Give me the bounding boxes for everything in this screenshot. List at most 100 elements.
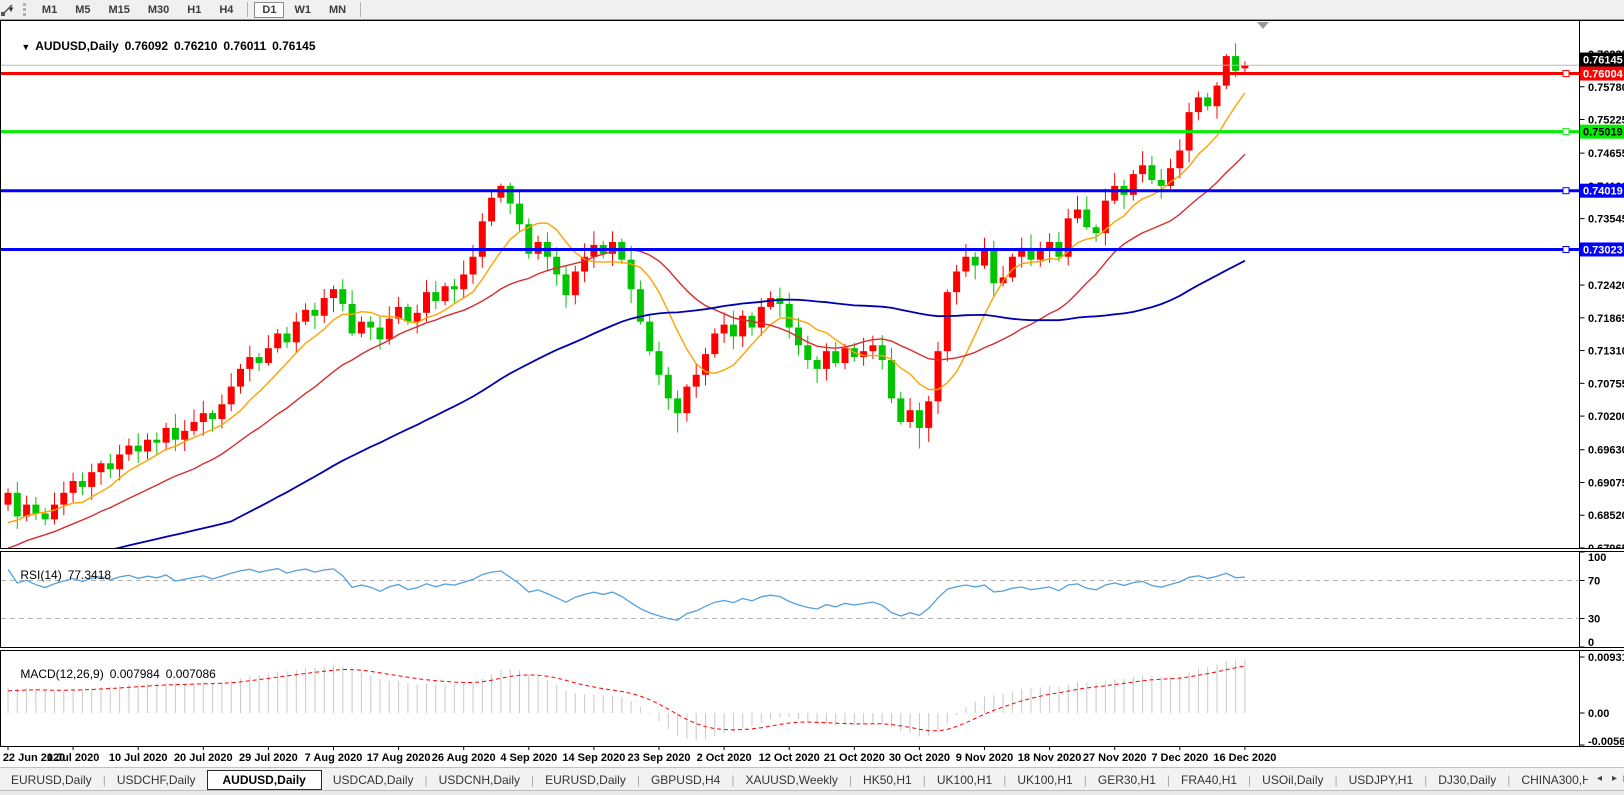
tab-separator: |: [1507, 772, 1511, 787]
tab-uk100-h1[interactable]: UK100,H1: [936, 772, 993, 787]
tab-separator: |: [1083, 772, 1087, 787]
svg-text:30: 30: [1588, 614, 1600, 626]
tab-eurusd-daily[interactable]: EURUSD,Daily: [11, 772, 92, 787]
date-label: 10 Jul 2020: [109, 752, 168, 764]
svg-text:0.75780: 0.75780: [1588, 82, 1624, 94]
date-label: 12 Oct 2020: [759, 752, 820, 764]
horizontal-lines[interactable]: [1, 70, 1579, 253]
tab-usdchf-daily[interactable]: USDCHF,Daily: [116, 772, 196, 787]
svg-text:0.69075: 0.69075: [1588, 477, 1624, 489]
tab-usdcnh-daily[interactable]: USDCNH,Daily: [438, 772, 521, 787]
tab-ger30-h1[interactable]: GER30,H1: [1097, 772, 1156, 787]
tab-separator: |: [922, 772, 926, 787]
timeframe-button-m1[interactable]: M1: [41, 3, 58, 16]
date-label: 20 Jul 2020: [174, 752, 233, 764]
tab-hk50-h1[interactable]: HK50,H1: [863, 772, 912, 787]
rsi-panel-canvas[interactable]: 100 70 30 0: [0, 551, 1624, 648]
toolbar-separator: [360, 2, 362, 17]
svg-text:0.76145: 0.76145: [1583, 55, 1623, 67]
timeframe-button-h1[interactable]: H1: [187, 3, 202, 16]
date-label: 7 Dec 2020: [1151, 752, 1208, 764]
tab-eurusd-daily[interactable]: EURUSD,Daily: [545, 772, 626, 787]
rsi-value: 77.3418: [67, 568, 112, 582]
svg-text:0.00: 0.00: [1588, 708, 1609, 720]
tab-china300-h1[interactable]: CHINA300,H1: [1521, 772, 1598, 787]
date-label: 23 Sep 2020: [628, 752, 691, 764]
tab-separator: |: [1166, 772, 1171, 787]
date-label: 22 Jun 2020: [3, 752, 65, 764]
timeframe-button-h4[interactable]: H4: [219, 3, 234, 16]
tab-usdjpy-h1[interactable]: USDJPY,H1: [1348, 772, 1414, 787]
svg-text:0.009318: 0.009318: [1588, 652, 1624, 664]
tab-usoil-daily[interactable]: USOil,Daily: [1262, 772, 1324, 787]
timeframe-button-mn[interactable]: MN: [328, 3, 347, 16]
date-label: 21 Oct 2020: [824, 752, 885, 764]
tab-xauusd-weekly[interactable]: XAUUSD,Weekly: [745, 772, 838, 787]
tool-dropdown-caret[interactable]: ▼: [7, 5, 15, 14]
status-strip: [0, 790, 1624, 795]
ohlc-high: 0.76210: [174, 39, 218, 53]
timeframe-button-m5[interactable]: M5: [75, 3, 91, 16]
date-label: 14 Sep 2020: [562, 752, 625, 764]
collapse-triangle-icon[interactable]: ▼: [21, 42, 31, 52]
date-label: 26 Aug 2020: [432, 752, 496, 764]
chart-shift-marker[interactable]: [1257, 22, 1269, 29]
macd-histogram: [7, 659, 1246, 741]
tab-dj30-daily[interactable]: DJ30,Daily: [1438, 772, 1497, 787]
timeframe-button-w1[interactable]: W1: [294, 3, 311, 16]
hline-handle[interactable]: [1562, 70, 1570, 78]
ohlc-open: 0.76092: [124, 39, 169, 53]
price-axis[interactable]: 0.763350.757800.752250.746550.741000.735…: [1579, 49, 1624, 549]
price-tag-0.76004: 0.76004: [1580, 66, 1624, 81]
tab-scroll-arrows: ◂ ▸: [1587, 768, 1622, 789]
main-chart-canvas[interactable]: 0.763350.757800.752250.746550.741000.735…: [0, 20, 1624, 549]
date-label: 7 Aug 2020: [305, 752, 363, 764]
tab-separator: |: [1003, 772, 1007, 787]
macd-indicator-label: MACD(12,26,9) 0.007984 0.007086: [20, 667, 216, 681]
ohlc-low: 0.76011: [223, 39, 267, 53]
tab-uk100-h1[interactable]: UK100,H1: [1017, 772, 1073, 787]
tab-usdcad-daily[interactable]: USDCAD,Daily: [332, 772, 414, 787]
svg-text:-0.005674: -0.005674: [1588, 736, 1624, 747]
chart-title: ▼ AUDUSD,Daily 0.76092 0.76210 0.76011 0.7614…: [8, 25, 322, 67]
medium-ma-line: [7, 153, 1246, 548]
draw-tool-button[interactable]: ▼: [0, 1, 19, 18]
cursor-line-tool-icon: [1, 4, 13, 16]
macd-main-value: 0.007984: [109, 667, 160, 681]
current-price-tag: 0.76145: [1580, 52, 1624, 67]
tab-u[interactable]: U:: [1612, 771, 1624, 789]
svg-text:0.73545: 0.73545: [1588, 214, 1624, 226]
hline-handle[interactable]: [1562, 128, 1570, 136]
timeframe-button-d1[interactable]: D1: [254, 1, 285, 18]
svg-text:0.75019: 0.75019: [1583, 127, 1623, 139]
tab-separator: |: [1248, 772, 1252, 787]
chart-tab-bar: EURUSD,Daily | USDCHF,Daily AUDUSD,Daily USD…: [0, 767, 1624, 791]
hline-handle[interactable]: [1562, 187, 1570, 195]
tab-fra40-h1[interactable]: FRA40,H1: [1181, 772, 1238, 787]
macd-panel-canvas[interactable]: 0.009318 0.00 -0.005674: [0, 650, 1624, 747]
svg-text:0.74019: 0.74019: [1583, 186, 1623, 198]
chart-symbol: AUDUSD,Daily: [35, 39, 119, 53]
tab-scroll-left-icon[interactable]: ◂: [1596, 773, 1602, 784]
tab-scroll-right-icon[interactable]: ▸: [1611, 773, 1617, 784]
candlestick-series: [4, 43, 1249, 529]
date-label: 2 Oct 2020: [697, 752, 752, 764]
timeframe-toolbar: ▼ M1 M5 M15 M30 H1 H4 D1 W1 MN: [0, 0, 1624, 20]
date-label: 29 Jul 2020: [239, 752, 298, 764]
timeframe-button-m30[interactable]: M30: [147, 3, 170, 16]
toolbar-grip[interactable]: [22, 3, 26, 16]
tab-gbpusd-h4[interactable]: GBPUSD,H4: [650, 772, 721, 787]
svg-text:0.68520: 0.68520: [1588, 510, 1624, 522]
svg-text:70: 70: [1588, 576, 1600, 588]
timeframe-button-m15[interactable]: M15: [108, 3, 130, 16]
svg-text:0.71310: 0.71310: [1588, 346, 1624, 358]
macd-signal-line: [7, 665, 1245, 732]
svg-text:0.67965: 0.67965: [1588, 543, 1624, 549]
hline-handle[interactable]: [1562, 245, 1570, 253]
date-label: 9 Nov 2020: [956, 752, 1013, 764]
tab-audusd-daily[interactable]: AUDUSD,Daily: [206, 769, 322, 790]
svg-text:0.75225: 0.75225: [1588, 115, 1624, 127]
svg-text:0.71865: 0.71865: [1588, 313, 1624, 325]
svg-text:0.72420: 0.72420: [1588, 280, 1624, 292]
